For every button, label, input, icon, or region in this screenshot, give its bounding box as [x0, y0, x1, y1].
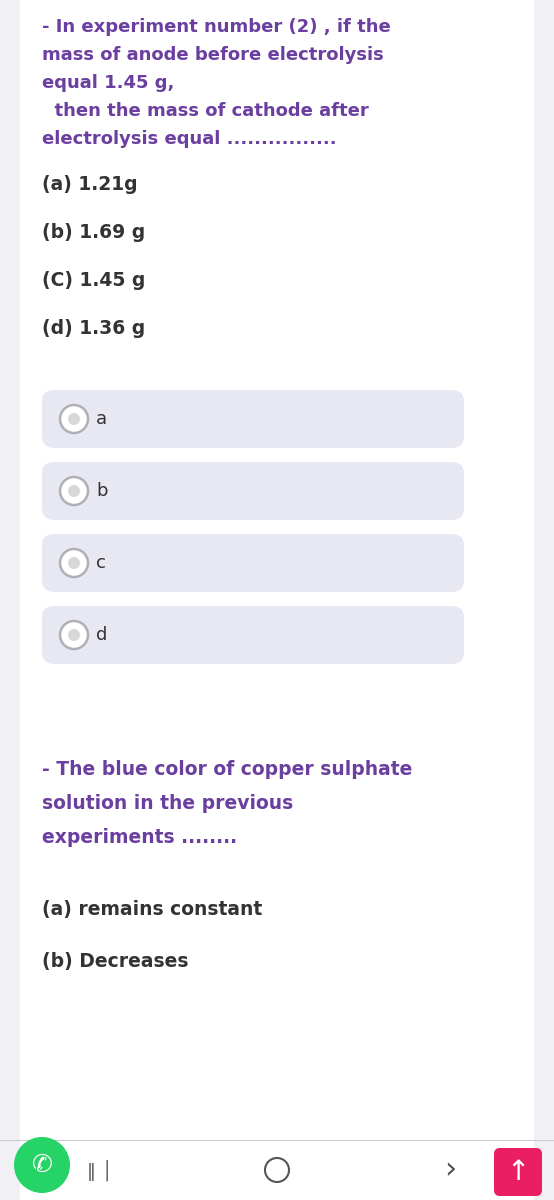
- Circle shape: [60, 476, 88, 505]
- Text: ›: ›: [444, 1156, 456, 1184]
- Text: (a) 1.21g: (a) 1.21g: [42, 175, 137, 194]
- FancyBboxPatch shape: [494, 1148, 542, 1196]
- Circle shape: [68, 413, 80, 425]
- Text: (b) Decreases: (b) Decreases: [42, 952, 188, 971]
- Text: - In experiment number (2) , if the: - In experiment number (2) , if the: [42, 18, 391, 36]
- FancyBboxPatch shape: [42, 606, 464, 664]
- FancyBboxPatch shape: [42, 534, 464, 592]
- Circle shape: [60, 404, 88, 433]
- Circle shape: [68, 629, 80, 641]
- Text: (b) 1.69 g: (b) 1.69 g: [42, 223, 145, 242]
- Text: c: c: [96, 554, 106, 572]
- Text: d: d: [96, 626, 107, 644]
- Text: then the mass of cathode after: then the mass of cathode after: [42, 102, 369, 120]
- FancyBboxPatch shape: [42, 390, 464, 448]
- Text: mass of anode before electrolysis: mass of anode before electrolysis: [42, 46, 384, 64]
- Text: ✆: ✆: [32, 1153, 53, 1177]
- Text: (C) 1.45 g: (C) 1.45 g: [42, 271, 145, 290]
- Text: a: a: [96, 410, 107, 428]
- Text: - The blue color of copper sulphate: - The blue color of copper sulphate: [42, 760, 412, 779]
- Text: solution in the previous: solution in the previous: [42, 794, 293, 814]
- Circle shape: [14, 1138, 70, 1193]
- Circle shape: [60, 622, 88, 649]
- Text: b: b: [96, 482, 107, 500]
- FancyBboxPatch shape: [42, 462, 464, 520]
- Text: ↑: ↑: [506, 1158, 530, 1186]
- Circle shape: [60, 550, 88, 577]
- Circle shape: [68, 485, 80, 497]
- Text: equal 1.45 g,: equal 1.45 g,: [42, 74, 175, 92]
- Text: ‖ │: ‖ │: [87, 1159, 113, 1181]
- Circle shape: [68, 557, 80, 569]
- Text: experiments ........: experiments ........: [42, 828, 237, 847]
- Text: (d) 1.36 g: (d) 1.36 g: [42, 319, 145, 338]
- Text: electrolysis equal ................: electrolysis equal ................: [42, 130, 337, 148]
- Text: (a) remains constant: (a) remains constant: [42, 900, 262, 919]
